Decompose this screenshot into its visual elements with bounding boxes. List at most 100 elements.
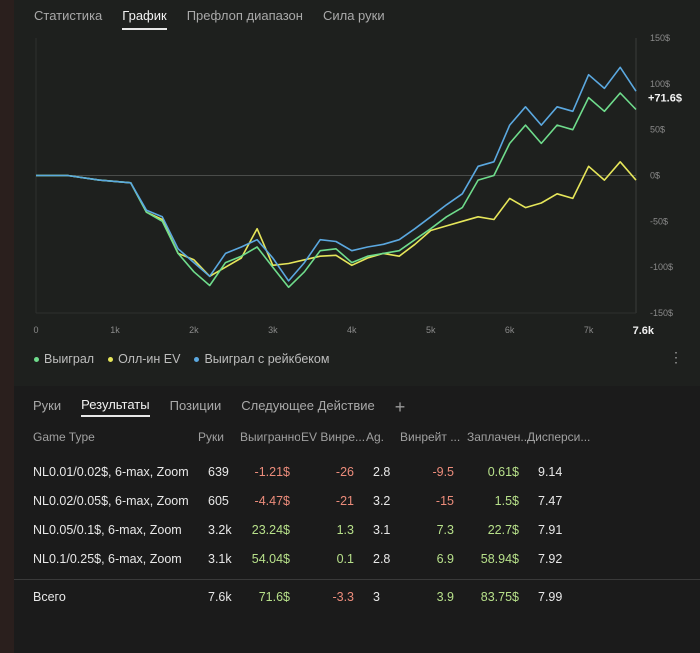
- cell-ev-winrate: -26: [335, 465, 354, 479]
- table-row[interactable]: NL0.05/0.1$, 6-max, Zoom 3.2k 23.24$ 1.3…: [14, 518, 700, 544]
- legend-label-allin-ev: Олл-ин EV: [118, 352, 181, 366]
- x-tick-label: 7k: [584, 325, 594, 335]
- col-hands[interactable]: Руки: [198, 430, 224, 444]
- cell-paid: 0.61$: [487, 465, 519, 479]
- cell-aggression: 3.2: [373, 494, 391, 508]
- profit-chart: 150$ 100$ 50$ 0$ -50$ -100$ -150$ 0 1k 2k 3k 4k 5k 6k…: [33, 33, 682, 337]
- cell-aggression: 3.1: [373, 523, 391, 537]
- col-won[interactable]: Выигранно: [240, 430, 300, 444]
- tab-hands[interactable]: Руки: [33, 398, 62, 413]
- cell-variance: 7.91: [538, 523, 563, 537]
- y-tick-label: -150$: [650, 308, 673, 318]
- tab-next-action[interactable]: Следующее Действие: [241, 398, 375, 413]
- cell-variance: 7.92: [538, 552, 563, 566]
- y-tick-label: 50$: [650, 125, 665, 135]
- x-tick-label: 3k: [268, 325, 278, 335]
- cell-paid: 58.94$: [480, 552, 519, 566]
- legend-label-won-rakeback: Выиграл с рейкбеком: [204, 352, 330, 366]
- cell-winrate: -9.5: [432, 465, 454, 479]
- cell-ev-winrate: -3.3: [332, 590, 354, 604]
- cell-won: 54.04$: [251, 552, 290, 566]
- x-tick-label: 4k: [347, 325, 357, 335]
- total-divider: [14, 579, 700, 580]
- cell-winrate: 7.3: [436, 523, 454, 537]
- cell-ev-winrate: -21: [335, 494, 354, 508]
- cell-hands: 3.1k: [208, 552, 232, 566]
- top-tabs: Статистика График Префлоп диапазон Сила …: [34, 8, 405, 30]
- cell-won: 23.24$: [251, 523, 290, 537]
- cell-paid: 1.5$: [494, 494, 519, 508]
- cell-winrate: 3.9: [436, 590, 454, 604]
- cell-aggression: 2.8: [373, 552, 391, 566]
- legend-item-won-rakeback[interactable]: Выиграл с рейкбеком: [194, 352, 329, 366]
- cell-variance: 7.99: [538, 590, 563, 604]
- series-line-0: [36, 92, 637, 289]
- current-value-label: +71.6$: [648, 93, 682, 105]
- results-table-header: Game Type Руки Выигранно EV Винре... Ag.…: [14, 430, 700, 450]
- y-tick-label: 100$: [650, 79, 670, 89]
- add-tab-icon[interactable]: +: [394, 397, 406, 417]
- cell-paid: 22.7$: [487, 523, 519, 537]
- series-line-1: [36, 161, 637, 278]
- tab-hand-strength[interactable]: Сила руки: [322, 8, 385, 23]
- chart-legend: Выиграл Олл-ин EV Выиграл с рейкбеком: [34, 352, 343, 366]
- y-tick-label: 150$: [650, 33, 670, 43]
- legend-label-won: Выиграл: [44, 352, 95, 366]
- legend-item-won[interactable]: Выиграл: [34, 352, 94, 366]
- cell-hands: 3.2k: [208, 523, 232, 537]
- x-tick-label: 2k: [189, 325, 199, 335]
- tab-statistics[interactable]: Статистика: [34, 8, 103, 23]
- series-line-2: [36, 66, 637, 282]
- table-total-row[interactable]: Всего 7.6k 71.6$ -3.3 3 3.9 83.75$ 7.99: [14, 585, 700, 611]
- col-aggression[interactable]: Ag.: [366, 430, 385, 444]
- col-ev-winrate[interactable]: EV Винре...: [301, 430, 365, 444]
- cell-ev-winrate: 0.1: [336, 552, 354, 566]
- legend-dot-won: [34, 356, 39, 362]
- left-edge-strip: [0, 0, 14, 653]
- cell-ev-winrate: 1.3: [336, 523, 354, 537]
- cell-aggression: 2.8: [373, 465, 391, 479]
- x-tick-label: 5k: [426, 325, 436, 335]
- cell-game-type: NL0.1/0.25$, 6-max, Zoom: [33, 552, 182, 566]
- cell-variance: 9.14: [538, 465, 563, 479]
- cell-won: 71.6$: [258, 590, 290, 604]
- legend-item-allin-ev[interactable]: Олл-ин EV: [108, 352, 180, 366]
- y-tick-label: -50$: [650, 216, 668, 226]
- cell-winrate: -15: [435, 494, 454, 508]
- col-game-type[interactable]: Game Type: [33, 430, 95, 444]
- legend-dot-allin-ev: [108, 356, 114, 362]
- legend-dot-won-rakeback: [194, 356, 200, 362]
- graph-panel: [14, 0, 700, 386]
- bottom-tabs: Руки Результаты Позиции Следующее Действ…: [33, 397, 405, 417]
- results-panel: Руки Результаты Позиции Следующее Действ…: [14, 386, 700, 653]
- cell-won: -4.47$: [254, 494, 290, 508]
- chart-area: 150$ 100$ 50$ 0$ -50$ -100$ -150$ 0 1k 2k 3k 4k 5k 6k…: [14, 0, 700, 386]
- cell-hands: 639: [208, 465, 229, 479]
- cell-paid: 83.75$: [480, 590, 519, 604]
- y-tick-label: -100$: [650, 262, 673, 272]
- col-paid[interactable]: Заплачен...: [467, 430, 529, 444]
- y-tick-label: 0$: [650, 171, 660, 181]
- x-tick-label: 6k: [505, 325, 515, 335]
- table-row[interactable]: NL0.02/0.05$, 6-max, Zoom 605 -4.47$ -21…: [14, 489, 700, 515]
- more-options-icon[interactable]: ⋮: [669, 349, 683, 365]
- x-tick-label: 1k: [110, 325, 120, 335]
- cell-hands: 605: [208, 494, 229, 508]
- table-row[interactable]: NL0.1/0.25$, 6-max, Zoom 3.1k 54.04$ 0.1…: [14, 547, 700, 573]
- x-tick-label: 0: [33, 325, 38, 335]
- tab-results[interactable]: Результаты: [81, 397, 150, 417]
- cell-winrate: 6.9: [436, 552, 454, 566]
- cell-game-type: NL0.05/0.1$, 6-max, Zoom: [33, 523, 182, 537]
- tab-graph[interactable]: График: [122, 8, 167, 30]
- col-variance[interactable]: Дисперси...: [527, 430, 591, 444]
- cell-game-type: NL0.02/0.05$, 6-max, Zoom: [33, 494, 189, 508]
- cell-game-type: Всего: [33, 590, 66, 604]
- cell-hands: 7.6k: [208, 590, 232, 604]
- col-winrate[interactable]: Винрейт ...: [400, 430, 461, 444]
- tab-positions[interactable]: Позиции: [169, 398, 222, 413]
- cell-aggression: 3: [373, 590, 380, 604]
- x-end-label: 7.6k: [633, 325, 655, 337]
- table-row[interactable]: NL0.01/0.02$, 6-max, Zoom 639 -1.21$ -26…: [14, 460, 700, 486]
- cell-variance: 7.47: [538, 494, 563, 508]
- tab-preflop-range[interactable]: Префлоп диапазон: [186, 8, 303, 23]
